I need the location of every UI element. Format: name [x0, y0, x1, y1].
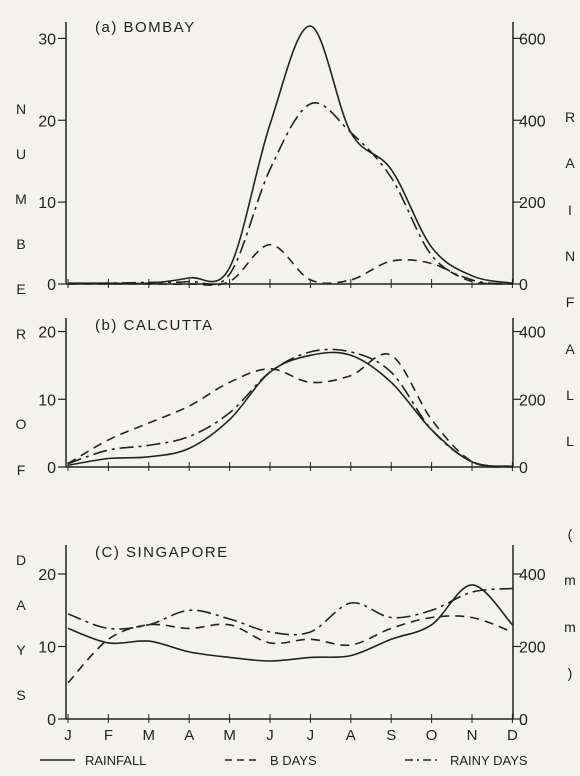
- axis-label-letter: S: [16, 686, 26, 703]
- axis-label-letter: L: [566, 386, 574, 403]
- x-tick-label: M: [143, 727, 156, 744]
- series-line-dashdot: [67, 102, 513, 286]
- series-line-solid: [67, 351, 513, 468]
- left-tick-label: 10: [38, 195, 56, 212]
- axis-label-letter: R: [15, 326, 27, 343]
- x-tick-label: F: [104, 727, 113, 744]
- right-tick-label: 400: [519, 325, 546, 342]
- legend-label-b-days: B DAYS: [270, 753, 317, 768]
- axis-label-letter: N: [15, 101, 27, 117]
- axis-label-letter: N: [564, 247, 576, 264]
- right-tick-label: 400: [519, 567, 546, 584]
- axis-label-letter: F: [16, 461, 26, 478]
- axis-label-letter: A: [16, 596, 26, 613]
- panel-title: (C) SINGAPORE: [95, 544, 229, 561]
- right-tick-label: 200: [519, 392, 546, 409]
- right-tick-label: 200: [519, 640, 546, 657]
- right-tick-label: 0: [519, 277, 528, 294]
- series-line-dashed: [67, 615, 513, 684]
- axis-label-letter: R: [564, 109, 576, 125]
- axis-label-letter: [568, 481, 572, 495]
- axis-label-letter: L: [566, 433, 574, 450]
- series-line-dashed: [67, 353, 513, 468]
- left-tick-label: 0: [47, 712, 56, 729]
- axis-label-letter: E: [16, 281, 26, 298]
- axis-label-letter: U: [15, 146, 27, 163]
- axis-label-letter: A: [565, 155, 575, 172]
- x-tick-label: D: [507, 727, 518, 744]
- axis-label-letter: m: [564, 618, 576, 635]
- x-tick-label: O: [426, 727, 438, 744]
- x-tick-label: M: [223, 727, 236, 744]
- series-line-dashdot: [67, 587, 513, 636]
- axis-label-letter: [19, 372, 23, 386]
- series-line-solid: [67, 584, 513, 662]
- x-tick-label: A: [184, 727, 194, 744]
- x-tick-label: S: [386, 727, 396, 744]
- axis-label-letter: I: [568, 201, 572, 218]
- left-tick-label: 10: [38, 640, 56, 657]
- left-tick-label: 30: [38, 31, 56, 48]
- y-label-left: N U M B E R O F D A Y S: [13, 102, 29, 702]
- legend-label-rainy-days: RAINY DAYS: [450, 753, 528, 768]
- axis-label-letter: m: [564, 572, 576, 589]
- axis-label-letter: Y: [16, 641, 26, 658]
- legend-label-rainfall: RAINFALL: [85, 753, 146, 768]
- x-tick-label: J: [64, 727, 72, 744]
- axis-label-letter: O: [15, 416, 27, 433]
- panel-title: (b) CALCUTTA: [95, 317, 214, 334]
- right-tick-label: 200: [519, 195, 546, 212]
- axis-label-letter: M: [15, 191, 27, 208]
- x-tick-label: J: [307, 727, 315, 744]
- left-tick-label: 20: [38, 567, 56, 584]
- x-tick-label: A: [346, 727, 356, 744]
- left-tick-label: 20: [38, 113, 56, 130]
- axis-label-letter: B: [16, 236, 26, 253]
- axis-label-letter: F: [565, 294, 575, 311]
- axis-label-letter: A: [565, 340, 575, 357]
- panel-title: (a) BOMBAY: [95, 19, 196, 36]
- right-tick-label: 0: [519, 460, 528, 477]
- axis-label-letter: D: [15, 551, 27, 568]
- left-tick-label: 0: [47, 277, 56, 294]
- axis-label-letter: ): [567, 664, 573, 681]
- series-line-dashed: [68, 243, 513, 286]
- series-line-dashdot: [67, 348, 513, 468]
- y-label-right: R A I N F A L L ( m m): [562, 110, 578, 680]
- axis-label-letter: [19, 508, 23, 522]
- left-tick-label: 0: [47, 460, 56, 477]
- x-tick-label: J: [266, 727, 274, 744]
- left-tick-label: 20: [38, 325, 56, 342]
- right-tick-label: 400: [519, 113, 546, 130]
- left-tick-label: 10: [38, 392, 56, 409]
- right-tick-label: 600: [519, 31, 546, 48]
- axis-label-letter: (: [567, 525, 573, 542]
- x-tick-label: N: [467, 727, 478, 744]
- series-line-solid: [67, 25, 513, 285]
- right-tick-label: 0: [519, 712, 528, 729]
